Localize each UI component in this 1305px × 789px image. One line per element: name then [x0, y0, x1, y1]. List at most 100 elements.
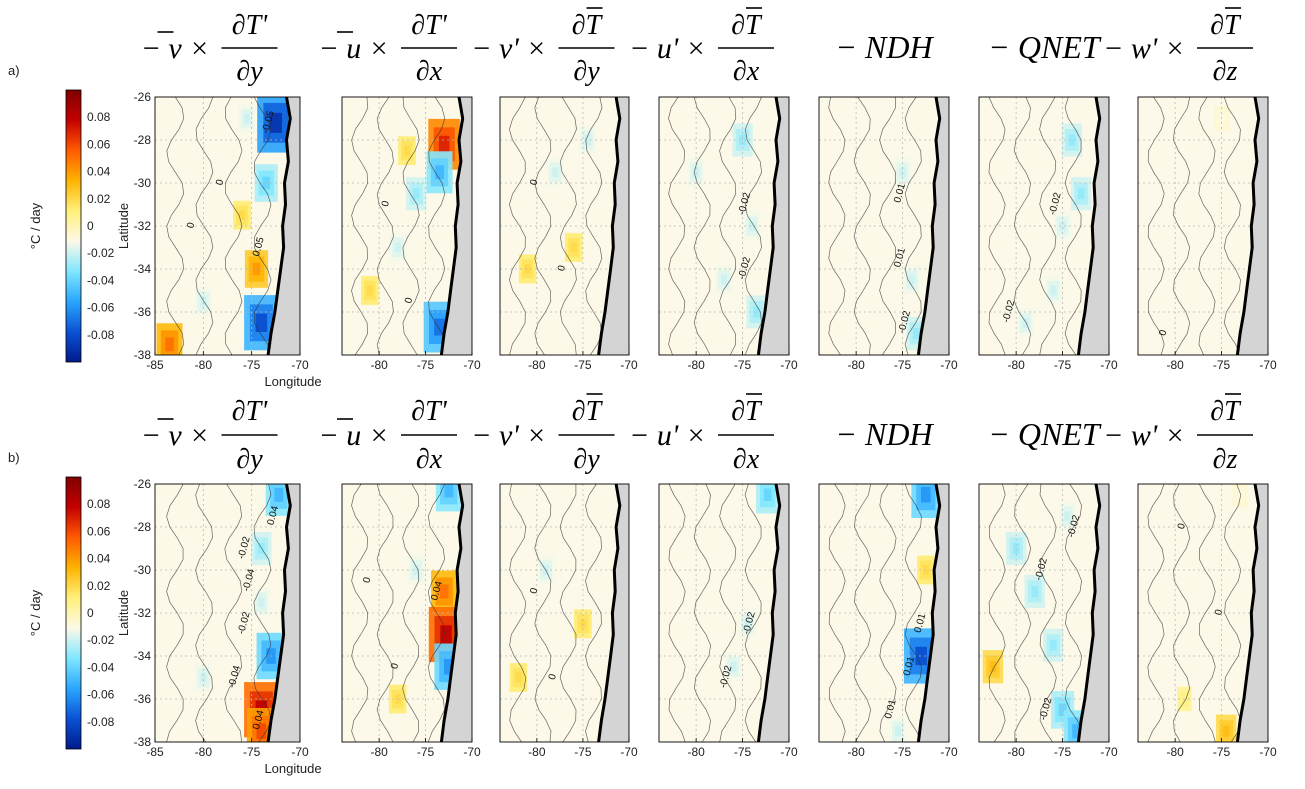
anomaly-cell — [903, 265, 921, 295]
panel-title: − v × ∂T' ∂y — [141, 396, 278, 475]
x-tick-label: -70 — [780, 358, 798, 372]
map-panel: 0 -80 -75 -70 — [1137, 96, 1277, 372]
panel-frame — [818, 96, 950, 356]
panel-title-left: − u' × — [629, 32, 706, 65]
map-panel: -0.02-0.02-0.02 -80 -75 -70 — [978, 483, 1118, 759]
anomaly-cell-level — [1059, 221, 1066, 231]
colorbar: 0.08 0.06 0.04 0.02 0 -0.02 -0.04 -0.06 -0.08 °C … — [28, 476, 115, 750]
contour-line — [585, 97, 603, 355]
contour-line — [1224, 484, 1242, 742]
contour-line — [853, 97, 871, 355]
panel-title-denominator: ∂z — [1213, 56, 1238, 87]
panel-title: − u' × ∂T ∂x — [629, 393, 774, 475]
contour-line — [1223, 97, 1241, 355]
panel-title: − w' × ∂T ∂z — [1103, 7, 1253, 87]
anomaly-cell-level — [915, 646, 927, 666]
x-tick-label: -70 — [940, 358, 958, 372]
anomaly-cell-level — [404, 145, 410, 156]
anomaly-cell-level — [989, 661, 997, 673]
contour-line — [1064, 484, 1083, 742]
anomaly-cell-level — [1237, 490, 1243, 499]
anomaly-cell-level — [552, 167, 559, 177]
x-axis-label: Longitude — [264, 374, 321, 389]
panel-title: − v' × ∂T ∂y — [471, 7, 615, 87]
contour-line — [351, 484, 369, 742]
anomaly-cell-level — [1064, 511, 1071, 521]
contour-line — [559, 484, 577, 742]
anomaly-cell — [265, 484, 292, 516]
anomaly-cell-level — [1077, 188, 1085, 200]
contour-label: 0 — [1176, 522, 1188, 531]
map-panel: -0.02-0.02 -80 -75 -70 — [658, 96, 798, 372]
y-tick-label: -26 — [134, 477, 152, 491]
contour-line — [879, 97, 896, 355]
x-tick-label: -80 — [370, 745, 388, 759]
panel-title-left: − u × — [319, 32, 390, 65]
x-tick-label: -70 — [620, 745, 638, 759]
panel-title-left: − w' × — [1103, 32, 1185, 65]
anomaly-cell — [574, 609, 592, 639]
panel-frame — [1137, 96, 1269, 356]
anomaly-cell — [194, 663, 213, 692]
x-tick-label: -75 — [734, 358, 752, 372]
x-tick-label: -70 — [1100, 745, 1118, 759]
colorbar-tick: -0.02 — [87, 633, 115, 647]
map-panel: 00-80 -75 -70 — [499, 96, 638, 372]
anomaly-cell — [252, 587, 271, 617]
map-content: 0.04-0.02-0.04-0.02-0.040.04 — [155, 484, 300, 742]
anomaly-cell-level — [258, 597, 265, 608]
contour-line — [1064, 97, 1082, 355]
anomaly-cell — [406, 177, 427, 211]
y-tick-label: -28 — [134, 133, 152, 147]
anomaly-cell-level — [1022, 317, 1029, 328]
panel-frame — [154, 483, 301, 743]
coastline — [439, 97, 465, 355]
anomaly-cell-level — [255, 313, 268, 332]
anomaly-cell-level — [921, 487, 931, 503]
contour-line — [1039, 484, 1057, 742]
anomaly-cell — [431, 570, 458, 613]
panel-title: − u' × ∂T ∂x — [629, 7, 774, 87]
colorbar-tick: 0 — [87, 219, 94, 233]
x-tick-label: -70 — [1100, 358, 1118, 372]
anomaly-cell-level — [257, 543, 265, 555]
x-tick-label: -75 — [894, 358, 912, 372]
colorbar-tick: 0.08 — [87, 497, 111, 511]
panel-frame — [978, 96, 1110, 356]
map-content: -0.02-0.02 — [659, 484, 789, 742]
x-axis-label: Longitude — [264, 761, 321, 776]
contour-line — [559, 97, 577, 355]
contour-label: 0.05 — [251, 236, 267, 258]
coastline — [1235, 484, 1261, 742]
x-tick-label: -80 — [195, 745, 213, 759]
anomaly-cell — [724, 652, 743, 682]
contour-line — [509, 484, 527, 742]
contour-line — [376, 97, 394, 355]
panel-title-denominator: ∂y — [573, 56, 600, 87]
x-tick-label: -80 — [528, 745, 546, 759]
panel-frame — [658, 483, 790, 743]
contour-line — [668, 97, 686, 355]
y-tick-label: -36 — [134, 692, 152, 706]
colorbar-tick: -0.04 — [87, 273, 115, 287]
panel-title-numerator: ∂T' — [232, 10, 268, 41]
anomaly-cell-level — [1222, 725, 1230, 737]
anomaly-cell-level — [744, 619, 751, 629]
row-label: a) — [8, 63, 20, 78]
row-labels: a) b) — [8, 63, 20, 465]
row-label: b) — [8, 450, 20, 465]
panel-frame — [1137, 483, 1269, 743]
contour-line — [1039, 97, 1057, 355]
colorbar-tick: 0.02 — [87, 579, 111, 593]
contour-label: 0.04 — [429, 580, 445, 602]
map-content: 00 — [500, 484, 629, 742]
coastline — [756, 484, 782, 742]
contour-line — [988, 97, 1006, 355]
contour-line — [719, 97, 737, 355]
panel-frame — [341, 483, 473, 743]
anomaly-cell-level — [1072, 724, 1081, 739]
x-tick-label: -70 — [291, 358, 309, 372]
panel-title: − v × ∂T' ∂y — [141, 10, 278, 87]
contour-line — [904, 97, 922, 355]
